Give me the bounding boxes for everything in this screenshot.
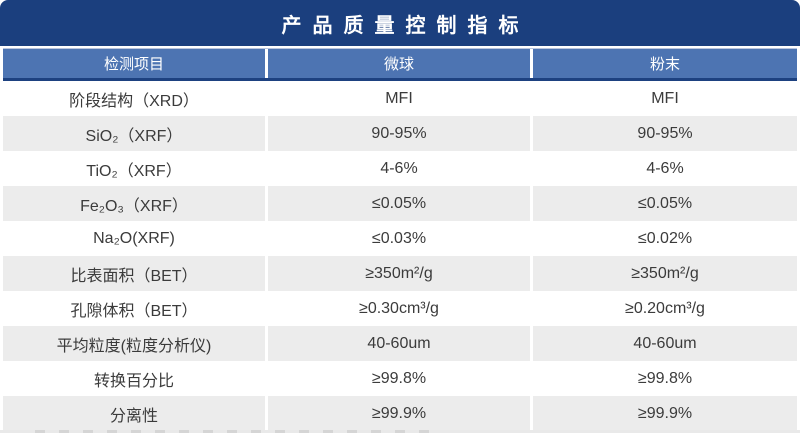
cell-microsphere-value: ≤0.03% xyxy=(268,221,530,256)
cell-microsphere-value: 4-6% xyxy=(268,151,530,186)
table-row: 分离性 ≥99.9% ≥99.9% xyxy=(3,396,797,431)
cell-powder-value: 90-95% xyxy=(533,116,797,151)
cutoff-bottom-strip xyxy=(0,430,800,433)
cell-test-item: 阶段结构（XRD） xyxy=(3,81,265,116)
table-row: TiO₂（XRF） 4-6% 4-6% xyxy=(3,151,797,186)
cell-test-item: 转换百分比 xyxy=(3,361,265,396)
title-divider xyxy=(0,46,800,48)
cutoff-text-remnant xyxy=(35,430,430,433)
cell-test-item: SiO₂（XRF） xyxy=(3,116,265,151)
cell-test-item: Fe₂O₃（XRF） xyxy=(3,186,265,221)
cell-microsphere-value: ≥99.8% xyxy=(268,361,530,396)
cell-powder-value: ≤0.05% xyxy=(533,186,797,221)
cell-powder-value: 40-60um xyxy=(533,326,797,361)
cell-microsphere-value: ≥99.9% xyxy=(268,396,530,431)
header-cell-microsphere: 微球 xyxy=(268,49,530,78)
cell-microsphere-value: ≥350m²/g xyxy=(268,256,530,291)
cell-microsphere-value: MFI xyxy=(268,81,530,116)
table-row: SiO₂（XRF） 90-95% 90-95% xyxy=(3,116,797,151)
table-row: Na₂O(XRF) ≤0.03% ≤0.02% xyxy=(3,221,797,256)
cell-powder-value: 4-6% xyxy=(533,151,797,186)
cell-powder-value: ≥99.9% xyxy=(533,396,797,431)
cell-microsphere-value: 40-60um xyxy=(268,326,530,361)
table-row: Fe₂O₃（XRF） ≤0.05% ≤0.05% xyxy=(3,186,797,221)
cell-test-item: 平均粒度(粒度分析仪) xyxy=(3,326,265,361)
table-title: 产品质量控制指标 xyxy=(0,0,800,46)
table-row: 比表面积（BET） ≥350m²/g ≥350m²/g xyxy=(3,256,797,291)
table-row: 孔隙体积（BET） ≥0.30cm³/g ≥0.20cm³/g xyxy=(3,291,797,326)
cell-microsphere-value: ≥0.30cm³/g xyxy=(268,291,530,326)
header-cell-test-item: 检测项目 xyxy=(3,49,265,78)
table-row: 转换百分比 ≥99.8% ≥99.8% xyxy=(3,361,797,396)
table-body: 阶段结构（XRD） MFI MFI SiO₂（XRF） 90-95% 90-95% TiO₂… xyxy=(3,81,797,431)
cell-microsphere-value: 90-95% xyxy=(268,116,530,151)
cell-test-item: 比表面积（BET） xyxy=(3,256,265,291)
cell-powder-value: ≤0.02% xyxy=(533,221,797,256)
cell-test-item: TiO₂（XRF） xyxy=(3,151,265,186)
table-header-row: 检测项目 微球 粉末 xyxy=(3,48,797,81)
cell-powder-value: ≥99.8% xyxy=(533,361,797,396)
cell-powder-value: ≥350m²/g xyxy=(533,256,797,291)
cell-test-item: Na₂O(XRF) xyxy=(3,221,265,256)
cell-microsphere-value: ≤0.05% xyxy=(268,186,530,221)
cell-powder-value: ≥0.20cm³/g xyxy=(533,291,797,326)
table-row: 平均粒度(粒度分析仪) 40-60um 40-60um xyxy=(3,326,797,361)
table-row: 阶段结构（XRD） MFI MFI xyxy=(3,81,797,116)
cell-test-item: 分离性 xyxy=(3,396,265,431)
cell-powder-value: MFI xyxy=(533,81,797,116)
header-cell-powder: 粉末 xyxy=(533,49,797,78)
quality-control-table: 检测项目 微球 粉末 阶段结构（XRD） MFI MFI SiO₂（XRF） 90-95… xyxy=(0,48,800,431)
cell-test-item: 孔隙体积（BET） xyxy=(3,291,265,326)
